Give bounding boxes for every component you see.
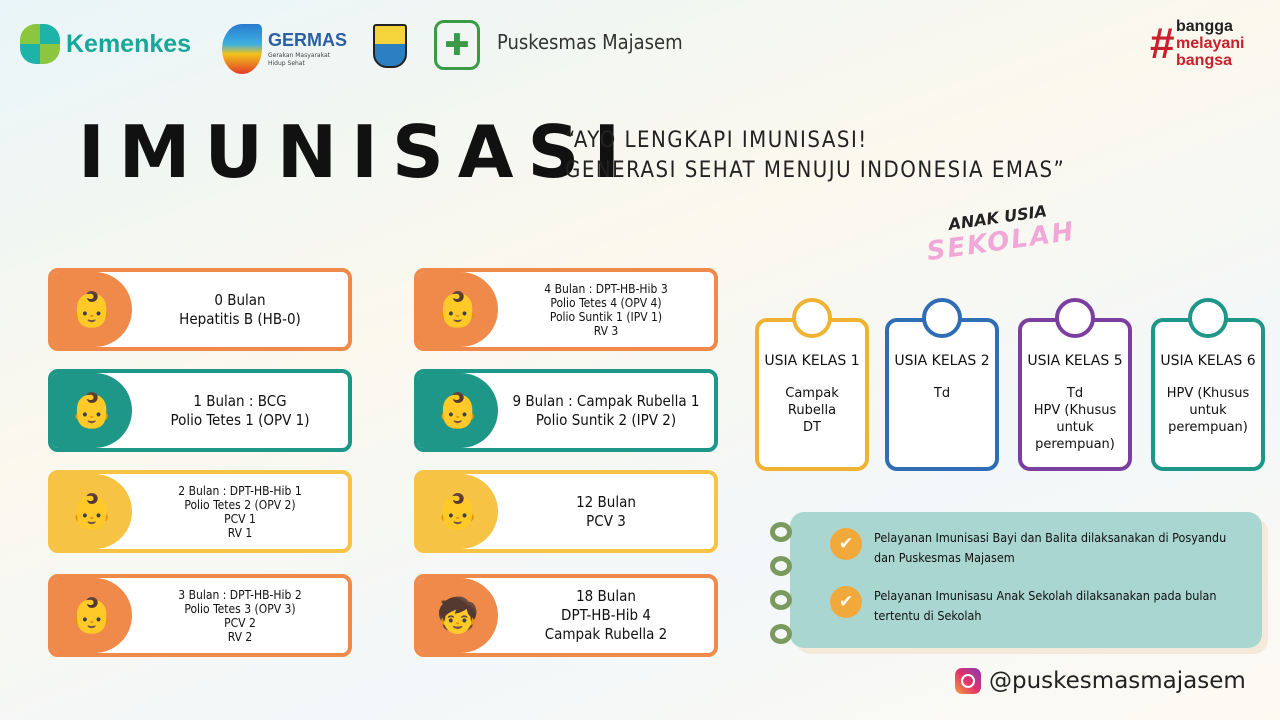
vaccine-line: untuk bbox=[1189, 403, 1227, 418]
vaccine-line: RV 2 bbox=[227, 629, 253, 644]
page-title: IMUNISASI bbox=[78, 110, 635, 194]
vaccine-line: PCV 3 bbox=[586, 511, 626, 530]
school-age-card: USIA KELAS 2 Td bbox=[885, 298, 999, 471]
vaccine-line: HPV (Khusus bbox=[1166, 386, 1250, 401]
vaccine-line: Polio Tetes 1 (OPV 1) bbox=[170, 410, 310, 429]
school-heading: ANAK USIA SEKOLAH bbox=[924, 201, 1078, 268]
school-age-card: USIA KELAS 5 Td HPV (Khusus untuk perempuan) bbox=[1018, 298, 1132, 471]
city-emblem bbox=[373, 24, 407, 68]
vaccine-line: 0 Bulan bbox=[214, 290, 266, 309]
germas-icon bbox=[222, 24, 262, 74]
vaccine-line: Campak Rubella 2 bbox=[544, 625, 668, 643]
vaccine-line: 4 Bulan : DPT-HB-Hib 3 bbox=[544, 281, 668, 296]
vaccine-card: 👶 9 Bulan : Campak Rubella 1 Polio Suntik … bbox=[414, 369, 718, 452]
school-card-title: USIA KELAS 2 bbox=[894, 353, 990, 369]
check-icon: ✔ bbox=[830, 528, 862, 560]
vaccine-line: perempuan) bbox=[1035, 437, 1115, 452]
circle-decoration bbox=[922, 298, 962, 338]
vaccine-card: 👶 0 Bulan Hepatitis B (HB-0) bbox=[48, 268, 352, 351]
vaccine-card: 👶 1 Bulan : BCG Polio Tetes 1 (OPV 1) bbox=[48, 369, 352, 452]
kemenkes-logo: Kemenkes bbox=[20, 24, 191, 64]
vaccine-card: 🧒 18 Bulan DPT-HB-Hib 4 Campak Rubella 2 bbox=[414, 574, 718, 657]
school-age-card: USIA KELAS 6 HPV (Khusus untuk perempuan) bbox=[1151, 298, 1265, 471]
school-card-title: USIA KELAS 1 bbox=[764, 353, 860, 369]
circle-decoration bbox=[1188, 298, 1228, 338]
vaccine-line: DT bbox=[803, 420, 821, 435]
vaccine-line: Polio Tetes 4 (OPV 4) bbox=[550, 295, 662, 310]
vaccine-card: 👶 4 Bulan : DPT-HB-Hib 3 Polio Tetes 4 (OP… bbox=[414, 268, 718, 351]
vaccine-line: perempuan) bbox=[1168, 420, 1248, 435]
vaccine-line: PCV 2 bbox=[224, 615, 256, 630]
school-card-title: USIA KELAS 6 bbox=[1160, 353, 1256, 369]
school-age-card: USIA KELAS 1 Campak Rubella DT bbox=[755, 298, 869, 471]
instagram-handle[interactable]: @puskesmasmajasem bbox=[955, 668, 1246, 694]
vaccine-line: Campak bbox=[785, 386, 839, 401]
baby-illustration: 👶 bbox=[52, 474, 132, 549]
vaccine-card: 👶 3 Bulan : DPT-HB-Hib 2 Polio Tetes 3 (OP… bbox=[48, 574, 352, 657]
puskesmas-name: Puskesmas Majasem bbox=[497, 30, 683, 54]
vaccine-line: 18 Bulan bbox=[576, 587, 636, 605]
puskesmas-logo: ✚ bbox=[434, 20, 480, 70]
vaccine-line: Polio Tetes 2 (OPV 2) bbox=[184, 497, 296, 512]
spiral-binding bbox=[770, 522, 792, 644]
vaccine-line: Rubella bbox=[787, 403, 837, 418]
vaccine-line: Polio Tetes 3 (OPV 3) bbox=[184, 601, 296, 616]
vaccine-line: RV 3 bbox=[593, 323, 619, 338]
vaccine-card: 👶 2 Bulan : DPT-HB-Hib 1 Polio Tetes 2 (OP… bbox=[48, 470, 352, 553]
slogan: “AYO LENGKAPI IMUNISASI! GENERASI SEHAT … bbox=[565, 128, 1066, 183]
vaccine-line: PCV 1 bbox=[224, 511, 256, 526]
baby-illustration: 👶 bbox=[418, 272, 498, 347]
note-item: ✔ Pelayanan Imunisasu Anak Sekolah dilaks… bbox=[830, 586, 1248, 626]
baby-illustration: 👶 bbox=[52, 373, 132, 448]
baby-illustration: 👶 bbox=[52, 272, 132, 347]
vaccine-line: HPV (Khusus bbox=[1033, 403, 1117, 418]
vaccine-card: 👶 12 Bulan PCV 3 bbox=[414, 470, 718, 553]
vaccine-line: 12 Bulan bbox=[576, 492, 636, 511]
vaccine-line: RV 1 bbox=[227, 525, 253, 540]
bangga-melayani-logo: # bangga melayani bangsa bbox=[1150, 18, 1245, 69]
baby-illustration: 🧒 bbox=[418, 578, 498, 653]
baby-illustration: 👶 bbox=[52, 578, 132, 653]
baby-illustration: 👶 bbox=[418, 373, 498, 448]
vaccine-line: 3 Bulan : DPT-HB-Hib 2 bbox=[178, 587, 302, 602]
instagram-icon bbox=[955, 668, 981, 694]
vaccine-line: Polio Suntik 2 (IPV 2) bbox=[535, 410, 677, 429]
vaccine-line: untuk bbox=[1056, 420, 1094, 435]
vaccine-line: 2 Bulan : DPT-HB-Hib 1 bbox=[178, 483, 302, 498]
notes-box: ✔ Pelayanan Imunisasi Bayi dan Balita dil… bbox=[790, 512, 1262, 648]
vaccine-line: 9 Bulan : Campak Rubella 1 bbox=[512, 391, 700, 410]
germas-logo: GERMAS Gerakan Masyarakat Hidup Sehat bbox=[222, 20, 347, 76]
check-icon: ✔ bbox=[830, 586, 862, 618]
circle-decoration bbox=[792, 298, 832, 338]
note-item: ✔ Pelayanan Imunisasi Bayi dan Balita dil… bbox=[830, 528, 1248, 568]
vaccine-line: DPT-HB-Hib 4 bbox=[561, 606, 651, 624]
circle-decoration bbox=[1055, 298, 1095, 338]
vaccine-line: Td bbox=[933, 386, 951, 401]
vaccine-line: Polio Suntik 1 (IPV 1) bbox=[549, 309, 663, 324]
kemenkes-icon bbox=[20, 24, 60, 64]
vaccine-line: Td bbox=[1066, 386, 1084, 401]
vaccine-line: Hepatitis B (HB-0) bbox=[179, 309, 301, 328]
school-card-title: USIA KELAS 5 bbox=[1027, 353, 1123, 369]
vaccine-line: 1 Bulan : BCG bbox=[193, 391, 287, 410]
baby-illustration: 👶 bbox=[418, 474, 498, 549]
